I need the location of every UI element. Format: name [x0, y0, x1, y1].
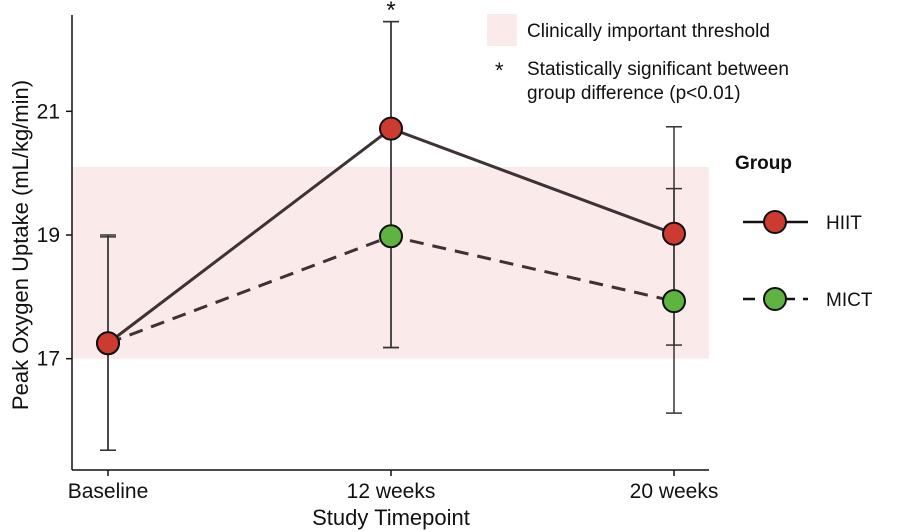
legend-significance-symbol: *	[495, 58, 504, 83]
x-tick-label-1: 12 weeks	[347, 480, 436, 503]
legend-mict-label: MICT	[826, 290, 873, 311]
y-tick-label-19: 19	[37, 224, 60, 247]
legend: Clinically important threshold * Statist…	[487, 14, 873, 311]
legend-significance-label: Statistically significant between	[527, 59, 789, 80]
x-tick-label-2: 20 weeks	[630, 480, 719, 503]
legend-hiit-label: HIIT	[826, 213, 862, 234]
significance-marker: *	[386, 0, 395, 24]
legend-title: Group	[735, 153, 792, 174]
point-hiit-1	[379, 116, 403, 141]
point-mict-1	[379, 224, 403, 249]
x-tick-label-0: Baseline	[68, 480, 149, 503]
point-hiit-0	[96, 331, 120, 356]
point-hiit-2	[662, 221, 686, 246]
legend-hiit-marker	[763, 210, 787, 234]
legend-threshold-label: Clinically important threshold	[527, 21, 770, 42]
point-mict-2	[662, 289, 686, 314]
y-tick-label-17: 17	[37, 348, 60, 371]
legend-significance-label-2: group difference (p<0.01)	[527, 83, 741, 104]
legend-mict-marker	[763, 287, 787, 311]
x-axis-title: Study Timepoint	[312, 505, 470, 530]
legend-threshold-swatch	[487, 14, 517, 46]
y-axis-title: Peak Oxygen Uptake (mL/kg/min)	[8, 80, 33, 410]
plot-area: 17 19 21 Baseline 12 weeks 20 weeks Study Time…	[8, 0, 718, 530]
y-tick-label-21: 21	[37, 100, 60, 123]
